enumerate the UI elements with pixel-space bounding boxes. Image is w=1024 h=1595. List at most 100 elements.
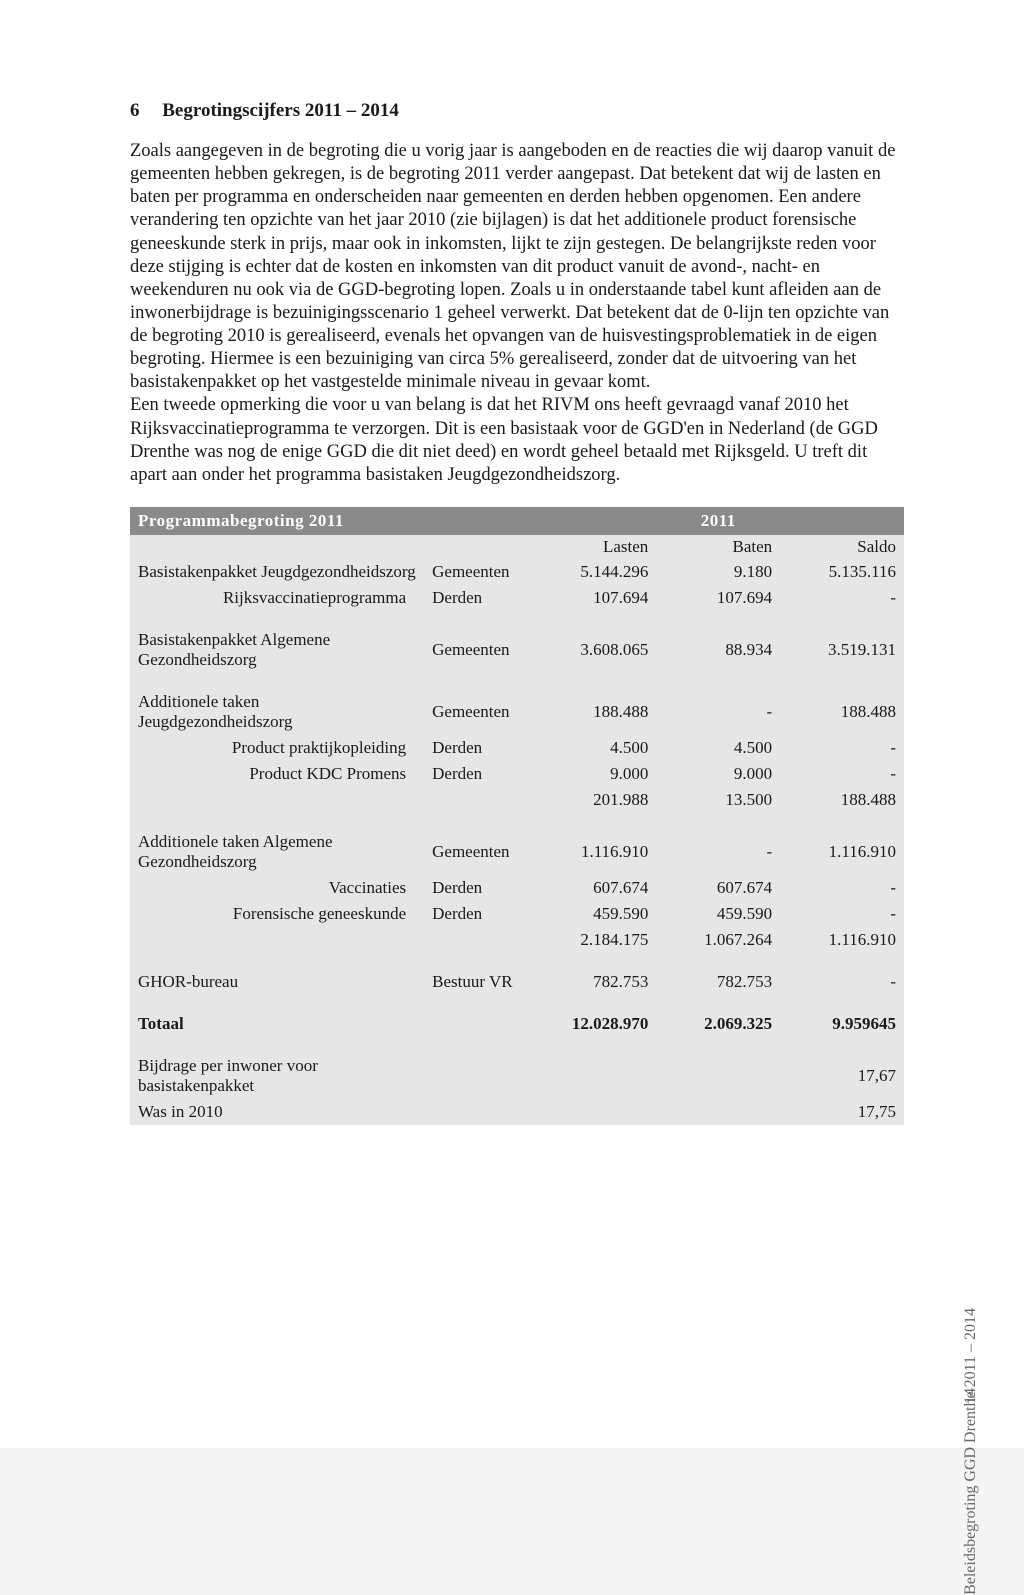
row-lasten: 5.144.296: [532, 559, 656, 585]
row-baten: 9.180: [656, 559, 780, 585]
table-row: Was in 2010 17,75: [130, 1099, 904, 1125]
row-source: [424, 1053, 532, 1099]
row-saldo: -: [780, 735, 904, 761]
row-baten: -: [656, 689, 780, 735]
table-row: Basistakenpakket JeugdgezondheidszorgGem…: [130, 559, 904, 585]
row-saldo: 1.116.910: [780, 829, 904, 875]
row-saldo: 9.959645: [780, 1011, 904, 1037]
row-label: Vaccinaties: [130, 875, 424, 901]
row-source: Gemeenten: [424, 559, 532, 585]
row-source: Gemeenten: [424, 627, 532, 673]
section-title: Begrotingscijfers 2011 – 2014: [162, 100, 399, 121]
row-lasten: 459.590: [532, 901, 656, 927]
row-lasten: 201.988: [532, 787, 656, 813]
table-row: Basistakenpakket Algemene Gezondheidszor…: [130, 627, 904, 673]
row-label: Basistakenpakket Algemene Gezondheidszor…: [130, 627, 424, 673]
table-year-cell: 2011: [656, 507, 780, 535]
row-baten: [656, 1099, 780, 1125]
page: 6 Begrotingscijfers 2011 – 2014 Zoals aa…: [0, 0, 1024, 1448]
row-source: Gemeenten: [424, 829, 532, 875]
row-saldo: -: [780, 901, 904, 927]
table-row: Product KDC PromensDerden9.0009.000-: [130, 761, 904, 787]
table-title-cell: Programmabegroting 2011: [130, 507, 424, 535]
table-row: [130, 995, 904, 1011]
row-baten: 1.067.264: [656, 927, 780, 953]
row-label: Was in 2010: [130, 1099, 424, 1125]
table-row: Bijdrage per inwoner voor basistakenpakk…: [130, 1053, 904, 1099]
row-baten: 607.674: [656, 875, 780, 901]
table-body: Basistakenpakket JeugdgezondheidszorgGem…: [130, 559, 904, 1125]
row-baten: -: [656, 829, 780, 875]
row-source: Derden: [424, 735, 532, 761]
body-paragraph: Zoals aangegeven in de begroting die u v…: [130, 140, 904, 487]
row-label: Rijksvaccinatieprogramma: [130, 585, 424, 611]
row-source: Gemeenten: [424, 689, 532, 735]
col-baten: Baten: [656, 535, 780, 559]
table-row: RijksvaccinatieprogrammaDerden107.694107…: [130, 585, 904, 611]
table-row: Totaal 12.028.9702.069.3259.959645: [130, 1011, 904, 1037]
row-label: Additionele taken Algemene Gezondheidszo…: [130, 829, 424, 875]
row-lasten: 107.694: [532, 585, 656, 611]
row-label: Product praktijkopleiding: [130, 735, 424, 761]
row-lasten: 1.116.910: [532, 829, 656, 875]
row-lasten: 188.488: [532, 689, 656, 735]
table-row: [130, 953, 904, 969]
col-saldo: Saldo: [780, 535, 904, 559]
row-source: [424, 927, 532, 953]
row-saldo: 188.488: [780, 787, 904, 813]
row-label: Additionele taken Jeugdgezondheidszorg: [130, 689, 424, 735]
row-saldo: 3.519.131: [780, 627, 904, 673]
table-row: [130, 1037, 904, 1053]
row-baten: 107.694: [656, 585, 780, 611]
row-saldo: 17,67: [780, 1053, 904, 1099]
row-saldo: -: [780, 875, 904, 901]
row-saldo: 5.135.116: [780, 559, 904, 585]
row-source: Derden: [424, 901, 532, 927]
table-row: Additionele taken Algemene Gezondheidszo…: [130, 829, 904, 875]
table-row: Product praktijkopleidingDerden4.5004.50…: [130, 735, 904, 761]
row-label: Basistakenpakket Jeugdgezondheidszorg: [130, 559, 424, 585]
page-number: 14: [962, 1388, 980, 1404]
row-source: Derden: [424, 875, 532, 901]
row-saldo: -: [780, 585, 904, 611]
row-lasten: [532, 1099, 656, 1125]
row-lasten: 4.500: [532, 735, 656, 761]
row-lasten: [532, 1053, 656, 1099]
row-label: Forensische geneeskunde: [130, 901, 424, 927]
row-label: [130, 787, 424, 813]
row-source: [424, 787, 532, 813]
table-row: Additionele taken JeugdgezondheidszorgGe…: [130, 689, 904, 735]
row-baten: 13.500: [656, 787, 780, 813]
table-row: [130, 813, 904, 829]
side-document-title: Beleidsbegroting GGD Drenthe 2011 – 2014: [962, 1308, 980, 1595]
row-lasten: 782.753: [532, 969, 656, 995]
budget-table: Programmabegroting 2011 2011 Lasten Bate…: [130, 507, 904, 1125]
row-baten: 2.069.325: [656, 1011, 780, 1037]
table-row: GHOR-bureauBestuur VR782.753782.753-: [130, 969, 904, 995]
row-lasten: 9.000: [532, 761, 656, 787]
row-source: [424, 1099, 532, 1125]
row-lasten: 2.184.175: [532, 927, 656, 953]
row-source: Derden: [424, 585, 532, 611]
table-column-headers: Lasten Baten Saldo: [130, 535, 904, 559]
row-saldo: 17,75: [780, 1099, 904, 1125]
row-label: Totaal: [130, 1011, 424, 1037]
row-label: Bijdrage per inwoner voor basistakenpakk…: [130, 1053, 424, 1099]
row-label: Product KDC Promens: [130, 761, 424, 787]
row-baten: 782.753: [656, 969, 780, 995]
table-row: Forensische geneeskundeDerden459.590459.…: [130, 901, 904, 927]
section-heading: 6 Begrotingscijfers 2011 – 2014: [130, 100, 904, 122]
row-source: [424, 1011, 532, 1037]
row-lasten: 12.028.970: [532, 1011, 656, 1037]
row-source: Derden: [424, 761, 532, 787]
row-saldo: -: [780, 969, 904, 995]
row-label: GHOR-bureau: [130, 969, 424, 995]
row-baten: 459.590: [656, 901, 780, 927]
table-row: 2.184.1751.067.2641.116.910: [130, 927, 904, 953]
row-baten: 4.500: [656, 735, 780, 761]
row-source: Bestuur VR: [424, 969, 532, 995]
row-saldo: 1.116.910: [780, 927, 904, 953]
row-baten: 88.934: [656, 627, 780, 673]
table-row: [130, 611, 904, 627]
col-lasten: Lasten: [532, 535, 656, 559]
